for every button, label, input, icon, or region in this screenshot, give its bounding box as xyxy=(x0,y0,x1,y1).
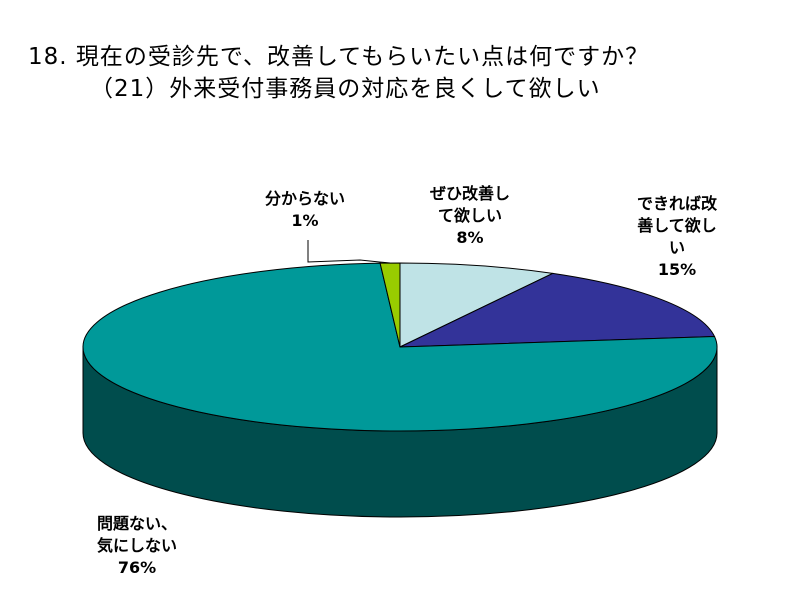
pie-slice-1 xyxy=(399,272,716,348)
slice-percent: 1% xyxy=(291,211,319,230)
slice-label-mondai-nai: 問題ない、 気にしない 76% xyxy=(72,513,202,579)
label-line: 分からない xyxy=(264,189,345,208)
slice-percent: 15% xyxy=(657,260,697,279)
label-line: ぜひ改善し xyxy=(429,184,510,203)
label-line: できれば改 xyxy=(636,194,717,213)
slice-label-kaizen-hoshii: ぜひ改善し て欲しい 8% xyxy=(410,183,530,249)
pie-slice-0 xyxy=(399,262,555,348)
chart-subtitle: （21）外来受付事務員の対応を良くして欲しい xyxy=(90,76,601,102)
label-line: い xyxy=(668,238,685,257)
slice-label-wakaranai: 分からない 1% xyxy=(240,188,370,232)
leader-line xyxy=(307,240,391,264)
pie-slice-2 xyxy=(82,262,718,432)
label-line: て欲しい xyxy=(437,206,502,225)
slice-label-dekireba: できれば改 善して欲し い 15% xyxy=(612,193,742,281)
label-line: 問題ない、 xyxy=(96,514,177,533)
chart-title: 18. 現在の受診先で、改善してもらいたい点は何ですか？ xyxy=(28,44,650,70)
slice-percent: 76% xyxy=(117,558,157,577)
label-line: 善して欲し xyxy=(637,216,717,235)
slice-percent: 8% xyxy=(456,228,484,247)
label-line: 気にしない xyxy=(96,536,177,555)
